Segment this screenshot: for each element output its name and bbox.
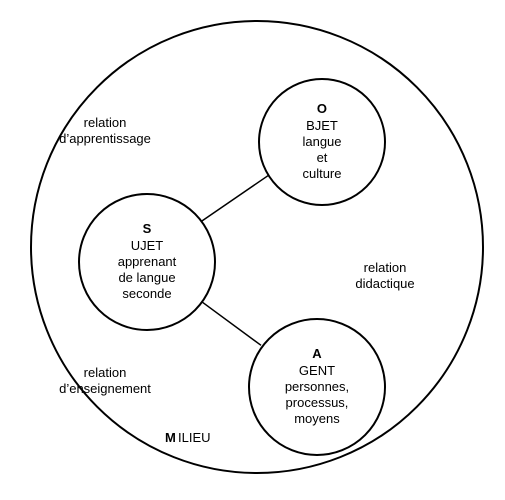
node-sujet-bold: S <box>143 221 152 236</box>
label-apprentissage: relation d’apprentissage <box>59 115 151 146</box>
node-sujet-rest: UJET <box>118 238 177 254</box>
node-sujet-line3: seconde <box>118 286 177 302</box>
node-sujet-line1: apprenant <box>118 254 177 270</box>
label-enseignement: relation d’enseignement <box>59 365 151 396</box>
node-objet: O BJET langue et culture <box>258 78 386 206</box>
node-agent-line3: moyens <box>285 411 349 427</box>
node-sujet-line2: de langue <box>118 270 177 286</box>
node-objet-bold: O <box>317 101 327 116</box>
node-objet-line1: langue <box>302 134 341 150</box>
node-agent-rest: GENT <box>285 363 349 379</box>
node-sujet: S UJET apprenant de langue seconde <box>78 193 216 331</box>
label-milieu-rest: ILIEU <box>178 430 211 446</box>
node-objet-rest: BJET <box>302 118 341 134</box>
node-objet-line2: et <box>302 150 341 166</box>
node-objet-line3: culture <box>302 166 341 182</box>
node-agent: A GENT personnes, processus, moyens <box>248 318 386 456</box>
node-agent-bold: A <box>312 346 321 361</box>
node-agent-line1: personnes, <box>285 379 349 395</box>
label-milieu-bold: M <box>165 430 176 446</box>
diagram-root: { "canvas": { "width": 505, "height": 50… <box>0 0 505 500</box>
label-didactique: relation didactique <box>355 260 414 291</box>
node-agent-line2: processus, <box>285 395 349 411</box>
